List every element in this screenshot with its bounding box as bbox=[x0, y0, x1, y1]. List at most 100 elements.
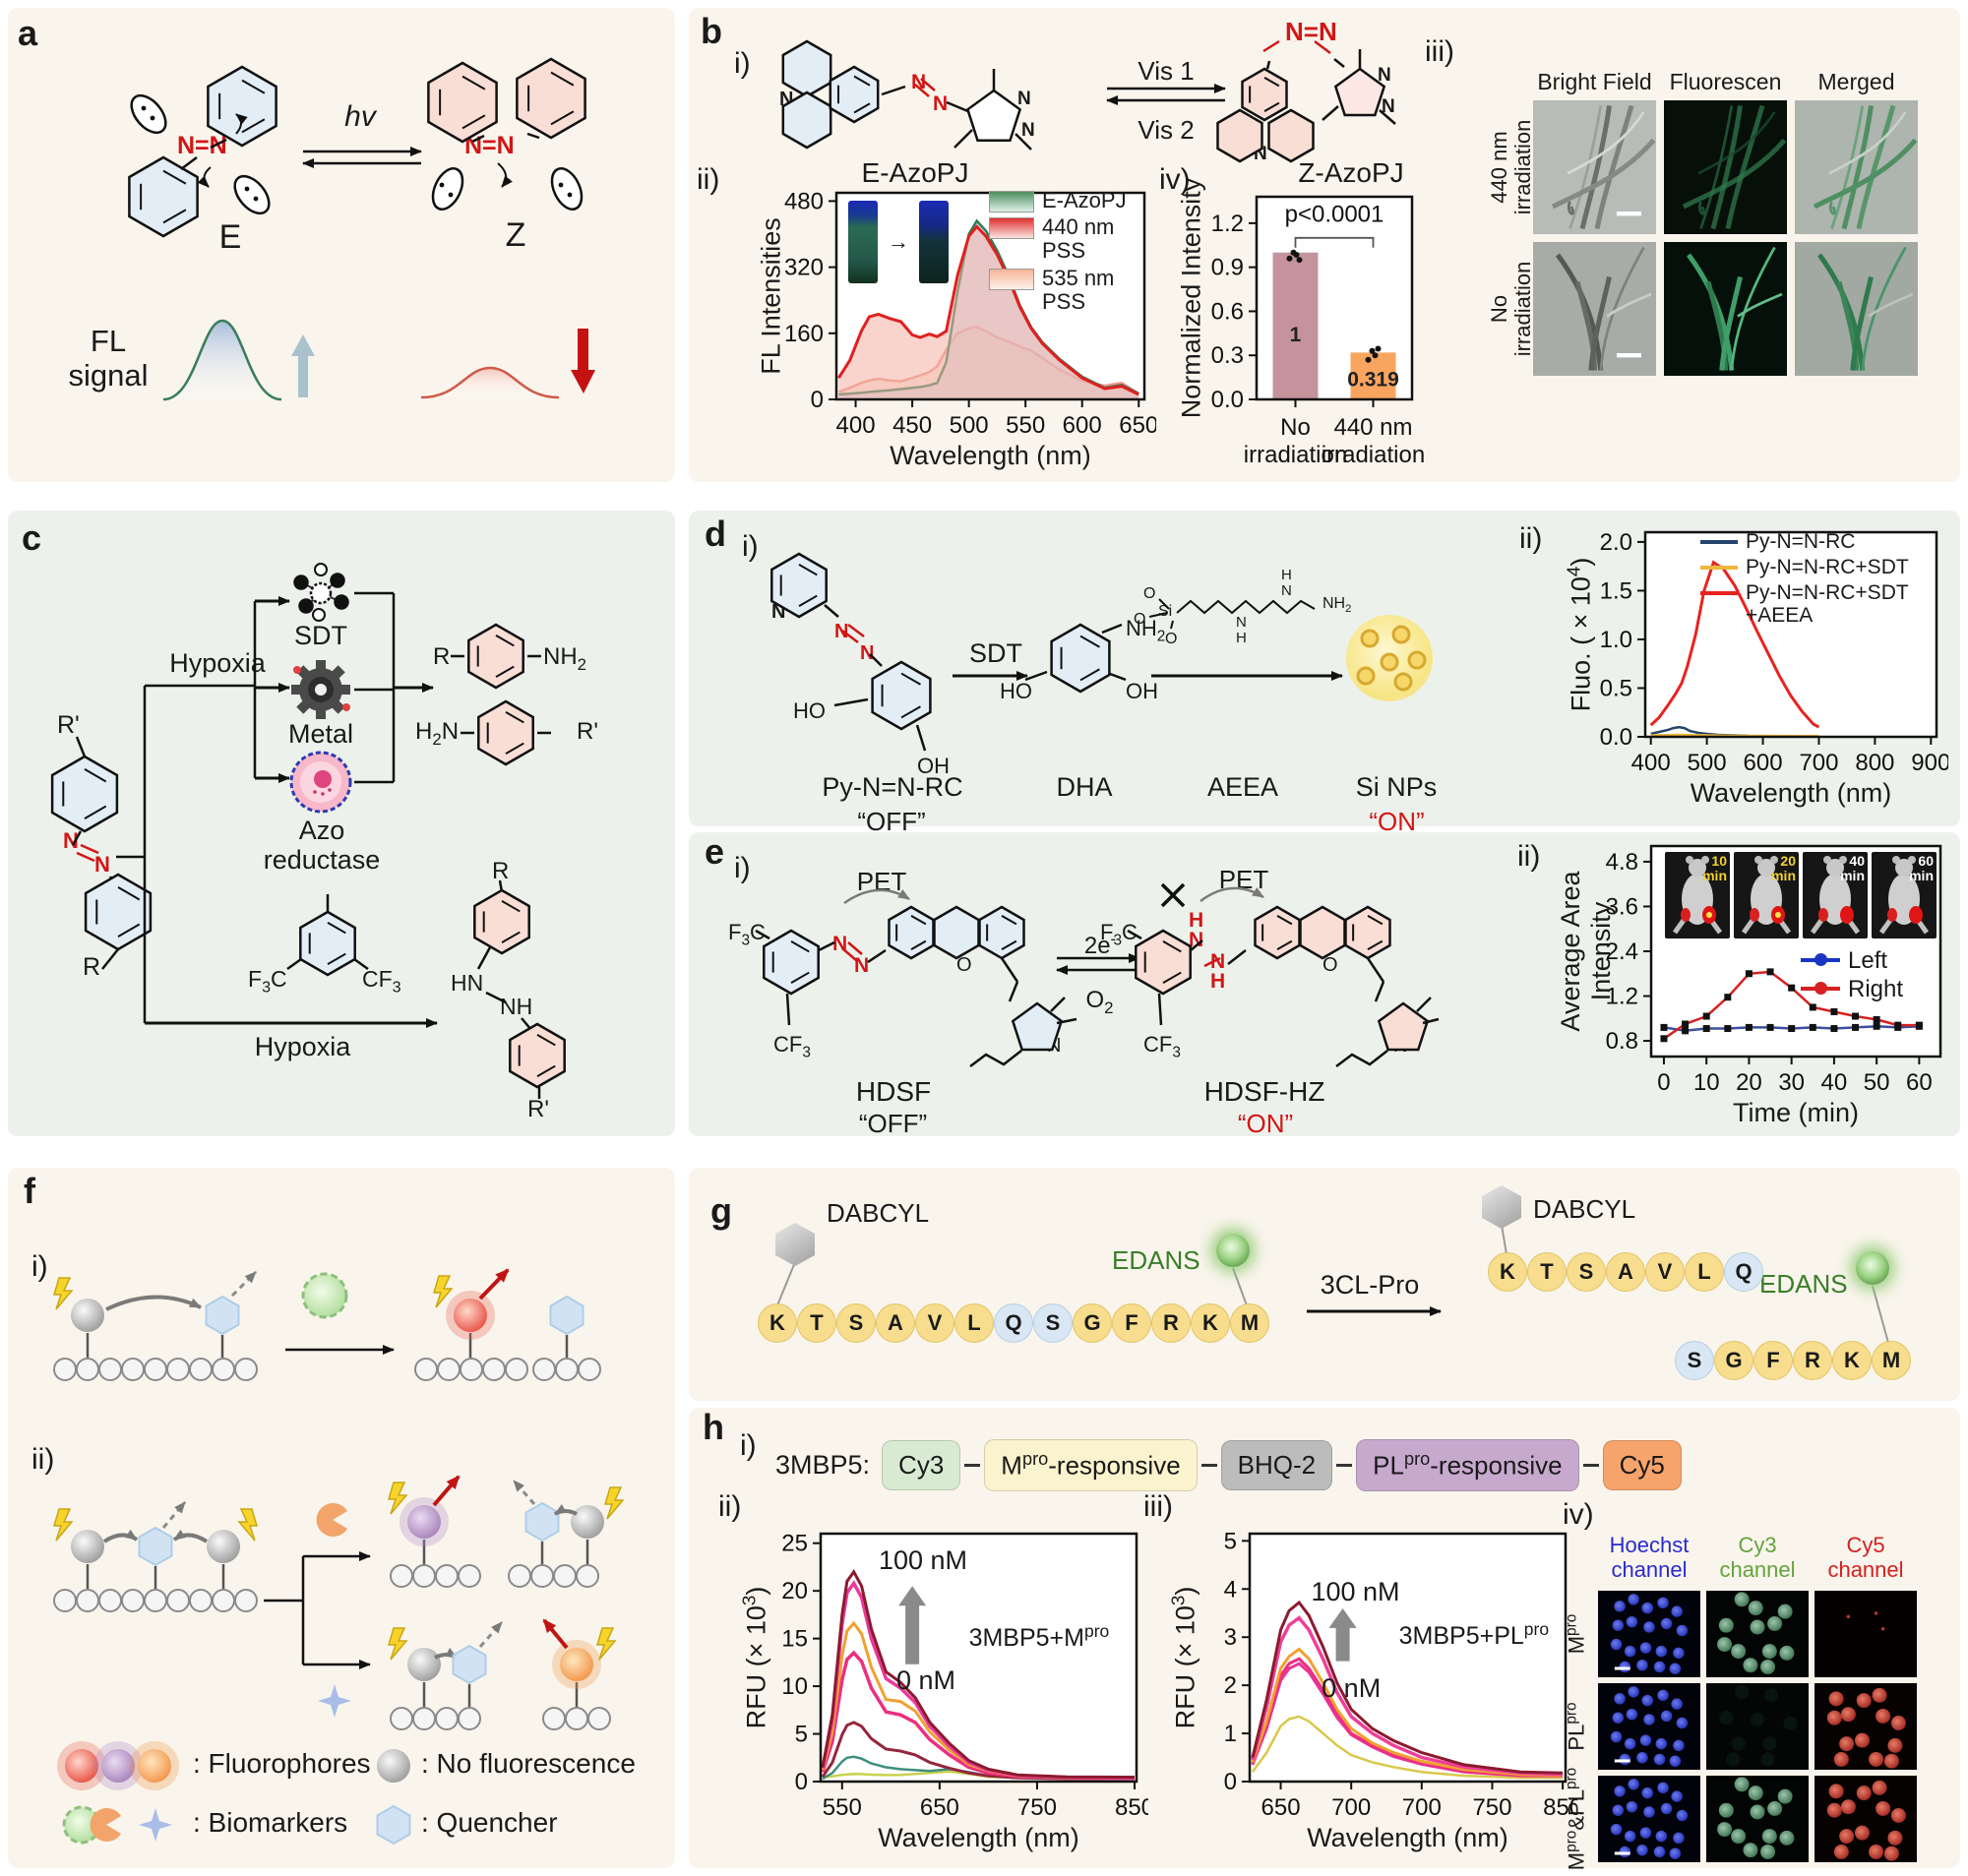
bar-value-label: 0.319 bbox=[1347, 369, 1399, 392]
y-tick-label: 5 bbox=[1224, 1528, 1237, 1554]
sub-i: i) bbox=[734, 852, 751, 884]
vis1-label: Vis 1 bbox=[1138, 56, 1195, 86]
y-tick-label: 0.0 bbox=[1211, 387, 1244, 413]
isomerization-scheme bbox=[128, 57, 595, 401]
x-axis-label: Wavelength (nm) bbox=[890, 441, 1091, 470]
atom-si: Si bbox=[1158, 603, 1173, 620]
y-tick-label: 1 bbox=[1224, 1721, 1237, 1747]
y-tick-label: 5 bbox=[795, 1722, 808, 1748]
chart-bii: 400 450 500 550 600 650 0 160 320 480 Wavelength (… bbox=[743, 183, 1157, 478]
residue-V: V bbox=[915, 1303, 954, 1343]
sub-i: i) bbox=[734, 47, 751, 80]
x-tick-label: 40 bbox=[1821, 1069, 1848, 1096]
dabcyl-label: DABCYL bbox=[827, 1198, 930, 1228]
construct-block: PLpro-responsive bbox=[1356, 1439, 1579, 1491]
residue-K: K bbox=[1832, 1341, 1872, 1380]
y-tick-label: 1.0 bbox=[1600, 627, 1632, 653]
y-tick-label: 15 bbox=[781, 1626, 808, 1653]
sub-i: i) bbox=[31, 1250, 48, 1283]
isomer-e-label: E bbox=[218, 218, 242, 256]
mouse-image: 20 min bbox=[1734, 852, 1799, 938]
x-tick-label: 700 bbox=[1799, 750, 1838, 776]
residue-T: T bbox=[797, 1303, 836, 1343]
peptide-links bbox=[776, 1224, 1889, 1344]
atom-h: H bbox=[1281, 567, 1292, 583]
panel-letter-h: h bbox=[703, 1407, 724, 1447]
bar-category-label: No bbox=[1280, 414, 1311, 441]
cf3-label: CF3 bbox=[773, 1032, 811, 1061]
y-tick-label: 20 bbox=[781, 1578, 808, 1604]
h2n-label: H2N bbox=[415, 718, 460, 749]
nh-label: NH bbox=[500, 994, 533, 1019]
legend-label: E-AzoPJ bbox=[1042, 188, 1127, 212]
atom-n: N bbox=[1378, 65, 1391, 86]
sub-ii: ii) bbox=[1517, 840, 1541, 873]
micro-row-label: No irradiation bbox=[1486, 261, 1535, 357]
sdt-label: SDT bbox=[294, 621, 347, 650]
residue-F: F bbox=[1753, 1341, 1793, 1380]
dha-name: DHA bbox=[1056, 772, 1113, 802]
isomer-z-label: Z bbox=[505, 216, 526, 254]
r-prime: R' bbox=[527, 1096, 549, 1122]
micrograph-hoechst bbox=[1598, 1683, 1700, 1770]
y-tick-label: 2 bbox=[1224, 1672, 1237, 1699]
micrograph-cy3 bbox=[1706, 1591, 1809, 1677]
legend-label: Py-N=N-RC bbox=[1746, 530, 1856, 553]
legend-swatch bbox=[1801, 953, 1840, 966]
azo-reductase-label: Azo reductase bbox=[263, 816, 381, 876]
panel-d: d i) N N N HO OH Py-N=N-RC “OFF” SDT NH2 HO OH DHA AEE… bbox=[689, 511, 1960, 836]
y-axis-label: Average Area Intensity bbox=[1556, 871, 1616, 1032]
sub-ii: ii) bbox=[697, 163, 720, 196]
y-tick-label: 480 bbox=[784, 188, 824, 214]
edans-label: EDANS bbox=[1759, 1269, 1848, 1299]
atom-h: H bbox=[1189, 909, 1204, 932]
cf3-label: CF3 bbox=[362, 966, 401, 997]
series-fill bbox=[838, 226, 1139, 399]
channel-header: Cy5 channel bbox=[1827, 1533, 1904, 1582]
x-tick-label: 50 bbox=[1864, 1069, 1890, 1096]
nh2-label: NH2 bbox=[1322, 595, 1352, 616]
x-axis-label: Time (min) bbox=[1733, 1098, 1859, 1127]
x-tick-label: 60 bbox=[1906, 1069, 1933, 1096]
atom-o: O bbox=[1134, 611, 1146, 628]
x-tick-label: 650 bbox=[920, 1794, 959, 1821]
x-tick-label: 650 bbox=[1261, 1794, 1301, 1821]
chart-dii: 400 500 600 700 800 900 0.0 0.5 1.0 1.5 2.0 Wavelen… bbox=[1555, 522, 1949, 816]
series-line-0 bbox=[1251, 1715, 1564, 1780]
y-tick-label: 10 bbox=[781, 1673, 808, 1700]
micrograph-hoechst bbox=[1598, 1776, 1700, 1862]
y-tick-label: 1.2 bbox=[1606, 984, 1638, 1010]
sub-iv: iv) bbox=[1563, 1498, 1594, 1531]
panel-a: a hv N=N N=N E Z FL signal bbox=[8, 8, 675, 482]
legend-label: Left bbox=[1848, 947, 1888, 974]
x-axis-label: Wavelength (nm) bbox=[1307, 1823, 1508, 1852]
mouse-image: 10 min bbox=[1665, 852, 1730, 938]
atom-n: N bbox=[94, 852, 110, 877]
z-azopj-name: Z-AzoPJ bbox=[1298, 157, 1404, 188]
series-line-440 nm PSS bbox=[837, 224, 1139, 396]
metal-label: Metal bbox=[287, 719, 354, 749]
chart-hii: 550 650 750 850 0 5 10 15 20 25 Wavelength (nm) RFU… bbox=[730, 1522, 1149, 1866]
hypoxia-top: Hypoxia bbox=[169, 648, 266, 678]
residue-A: A bbox=[876, 1303, 915, 1343]
sub-iv: iv) bbox=[1159, 163, 1191, 196]
z-azo-bond: N=N bbox=[1285, 17, 1337, 46]
x-tick-label: 10 bbox=[1693, 1069, 1720, 1096]
construct-prefix: 3MBP5: bbox=[775, 1449, 871, 1480]
y-axis-label: FL Intensities bbox=[756, 217, 786, 375]
atom-n: N bbox=[1189, 929, 1204, 951]
ho-label: HO bbox=[793, 698, 826, 723]
on-label: “ON” bbox=[1237, 1109, 1294, 1138]
y-tick-label: 160 bbox=[784, 321, 824, 347]
oh-label: OH bbox=[1126, 679, 1158, 703]
atom-n: N bbox=[911, 71, 927, 93]
annotation: 0 nM bbox=[895, 1665, 956, 1696]
construct-block: Cy5 bbox=[1602, 1439, 1682, 1490]
azo-bond-label: N=N bbox=[177, 132, 227, 159]
atom-n: N bbox=[1281, 582, 1292, 599]
legend-label: Py-N=N-RC+SDT bbox=[1746, 556, 1909, 579]
x-tick-label: 600 bbox=[1744, 750, 1783, 776]
panel-h: h i) ii) iii) iv) 3MBP5: Cy3 Mpro-responsive BHQ… bbox=[689, 1407, 1960, 1870]
micrograph-fl2 bbox=[1664, 242, 1787, 376]
